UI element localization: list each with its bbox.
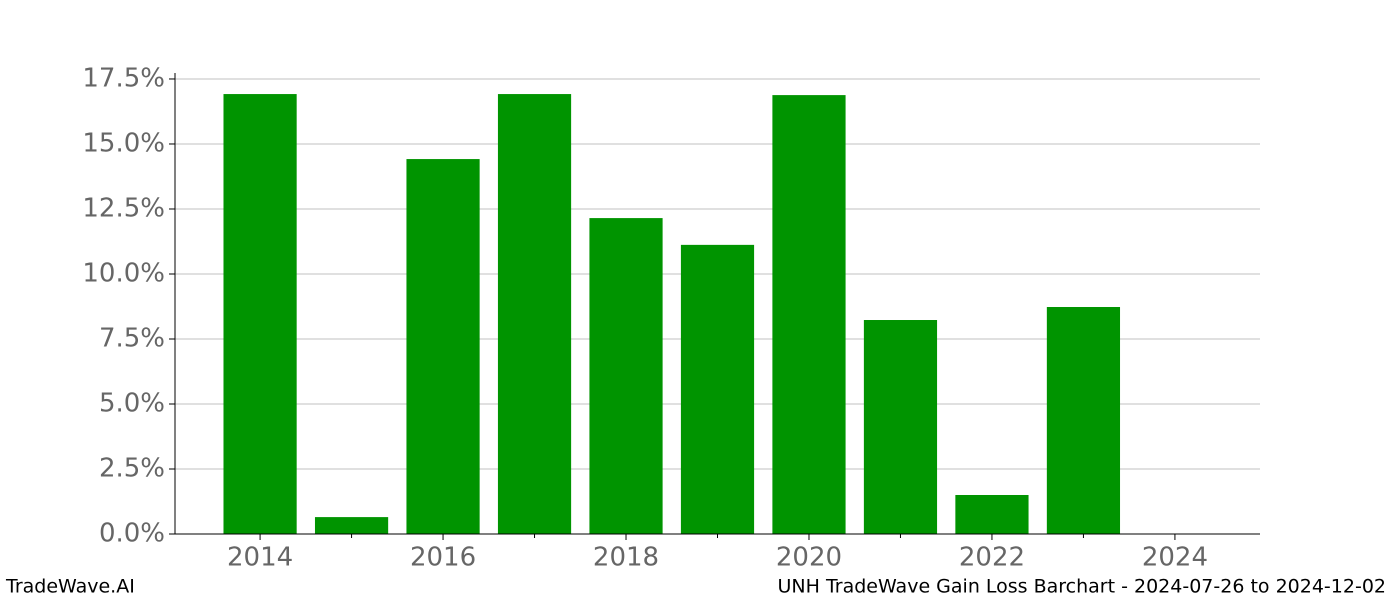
footer-right: UNH TradeWave Gain Loss Barchart - 2024-… [778,576,1386,598]
x-tick-label: 2014 [227,543,293,573]
y-tick-label: 12.5% [82,193,165,223]
bar [863,320,938,534]
bar [223,94,297,534]
y-tick-label: 7.5% [99,323,165,353]
bar [314,517,389,534]
bar [955,494,1029,534]
bar [772,95,846,535]
bar [1046,307,1121,534]
x-tick-label: 2024 [1142,543,1208,573]
x-tick-label: 2022 [959,543,1025,573]
x-tick-label: 2020 [776,543,842,573]
bar [680,244,755,534]
y-tick-label: 15.0% [82,128,165,158]
bar [406,159,480,535]
x-tick-label: 2016 [410,543,476,573]
y-tick-label: 5.0% [99,388,165,418]
bar [497,94,572,534]
y-tick-label: 17.5% [82,63,165,93]
y-tick-label: 0.0% [99,519,165,549]
y-tick-label: 2.5% [99,453,165,483]
y-tick-label: 10.0% [82,258,165,288]
footer-left: TradeWave.AI [5,576,135,598]
x-tick-label: 2018 [593,543,659,573]
bar [589,218,663,534]
